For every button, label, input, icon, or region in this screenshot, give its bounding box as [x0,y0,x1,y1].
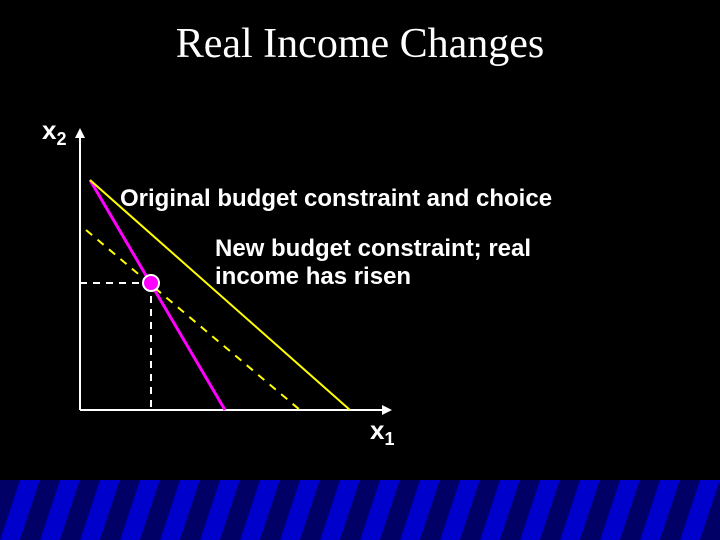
chart [0,0,720,540]
new-budget-dashed [86,230,300,410]
original-budget [90,180,225,410]
choice-point [143,275,159,291]
new-budget [90,180,350,410]
footer-stripes [0,480,720,540]
